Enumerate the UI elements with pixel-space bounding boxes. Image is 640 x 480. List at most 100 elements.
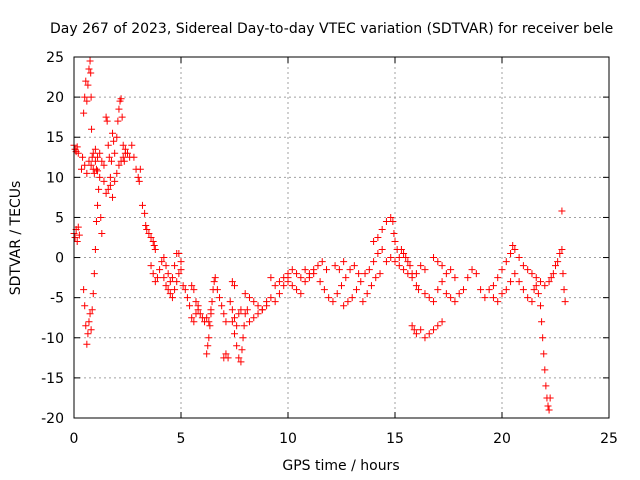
x-tick-label: 0	[70, 431, 79, 447]
data-point	[451, 298, 459, 306]
data-point	[556, 250, 564, 258]
x-tick-label: 10	[279, 431, 297, 447]
data-point	[402, 254, 410, 262]
data-point	[382, 258, 390, 266]
data-point	[103, 117, 111, 125]
data-point	[100, 161, 108, 169]
data-point	[342, 274, 350, 282]
data-point	[412, 330, 420, 338]
data-point	[188, 282, 196, 290]
data-point	[177, 266, 185, 274]
data-point	[275, 290, 283, 298]
data-point	[85, 65, 93, 73]
data-point	[382, 217, 390, 225]
data-point	[213, 286, 221, 294]
data-point	[498, 266, 506, 274]
data-point	[149, 238, 157, 246]
data-point	[74, 223, 82, 231]
data-point	[340, 302, 348, 310]
data-point	[511, 270, 519, 278]
data-point	[357, 278, 365, 286]
data-point	[158, 258, 166, 266]
data-point	[92, 217, 100, 225]
data-point	[421, 290, 429, 298]
data-point	[258, 306, 266, 314]
data-point	[110, 137, 118, 145]
data-point	[391, 238, 399, 246]
data-point	[84, 81, 92, 89]
data-point	[515, 254, 523, 262]
data-point	[389, 217, 397, 225]
data-point	[91, 157, 99, 165]
data-point	[434, 322, 442, 330]
data-point	[421, 266, 429, 274]
data-point	[395, 262, 403, 270]
data-point	[222, 318, 230, 326]
data-point	[134, 173, 142, 181]
data-point	[243, 306, 251, 314]
data-point	[524, 294, 532, 302]
data-point	[111, 149, 119, 157]
data-point	[153, 274, 161, 282]
data-point	[235, 310, 243, 318]
data-point	[82, 77, 90, 85]
data-point	[164, 286, 172, 294]
data-point	[151, 278, 159, 286]
data-point	[80, 109, 88, 117]
data-point	[145, 229, 153, 237]
data-point	[254, 302, 262, 310]
data-point	[395, 254, 403, 262]
data-point	[530, 286, 538, 294]
data-point	[254, 310, 262, 318]
data-point	[361, 270, 369, 278]
data-point	[151, 246, 159, 254]
data-point	[391, 258, 399, 266]
data-point	[267, 274, 275, 282]
data-point	[559, 270, 567, 278]
data-point	[88, 125, 96, 133]
data-point	[106, 173, 114, 181]
data-point	[82, 322, 90, 330]
data-point	[240, 322, 248, 330]
data-point	[143, 225, 151, 233]
data-point	[320, 286, 328, 294]
data-point	[138, 201, 146, 209]
data-point	[539, 334, 547, 342]
data-point	[297, 290, 305, 298]
data-point	[113, 169, 121, 177]
data-point	[228, 318, 236, 326]
data-point	[104, 185, 112, 193]
data-point	[162, 262, 170, 270]
data-point	[166, 278, 174, 286]
data-point	[168, 294, 176, 302]
data-point	[175, 270, 183, 278]
data-point	[502, 286, 510, 294]
data-point	[94, 201, 102, 209]
data-point	[84, 330, 92, 338]
data-point	[387, 213, 395, 221]
data-point	[293, 286, 301, 294]
data-point	[288, 266, 296, 274]
data-point	[75, 231, 83, 239]
data-point	[346, 266, 354, 274]
data-point	[515, 278, 523, 286]
data-point	[280, 282, 288, 290]
data-point	[390, 229, 398, 237]
data-point	[107, 157, 115, 165]
data-point	[425, 294, 433, 302]
data-point	[374, 250, 382, 258]
data-point	[204, 342, 212, 350]
data-point	[549, 270, 557, 278]
data-point	[83, 340, 91, 348]
data-point	[316, 278, 324, 286]
data-point	[359, 298, 367, 306]
data-point	[509, 242, 517, 250]
data-point	[117, 157, 125, 165]
data-point	[293, 270, 301, 278]
data-point	[410, 326, 418, 334]
y-tick-label: -5	[50, 291, 64, 307]
data-point	[271, 282, 279, 290]
data-point	[77, 165, 85, 173]
data-point	[415, 286, 423, 294]
